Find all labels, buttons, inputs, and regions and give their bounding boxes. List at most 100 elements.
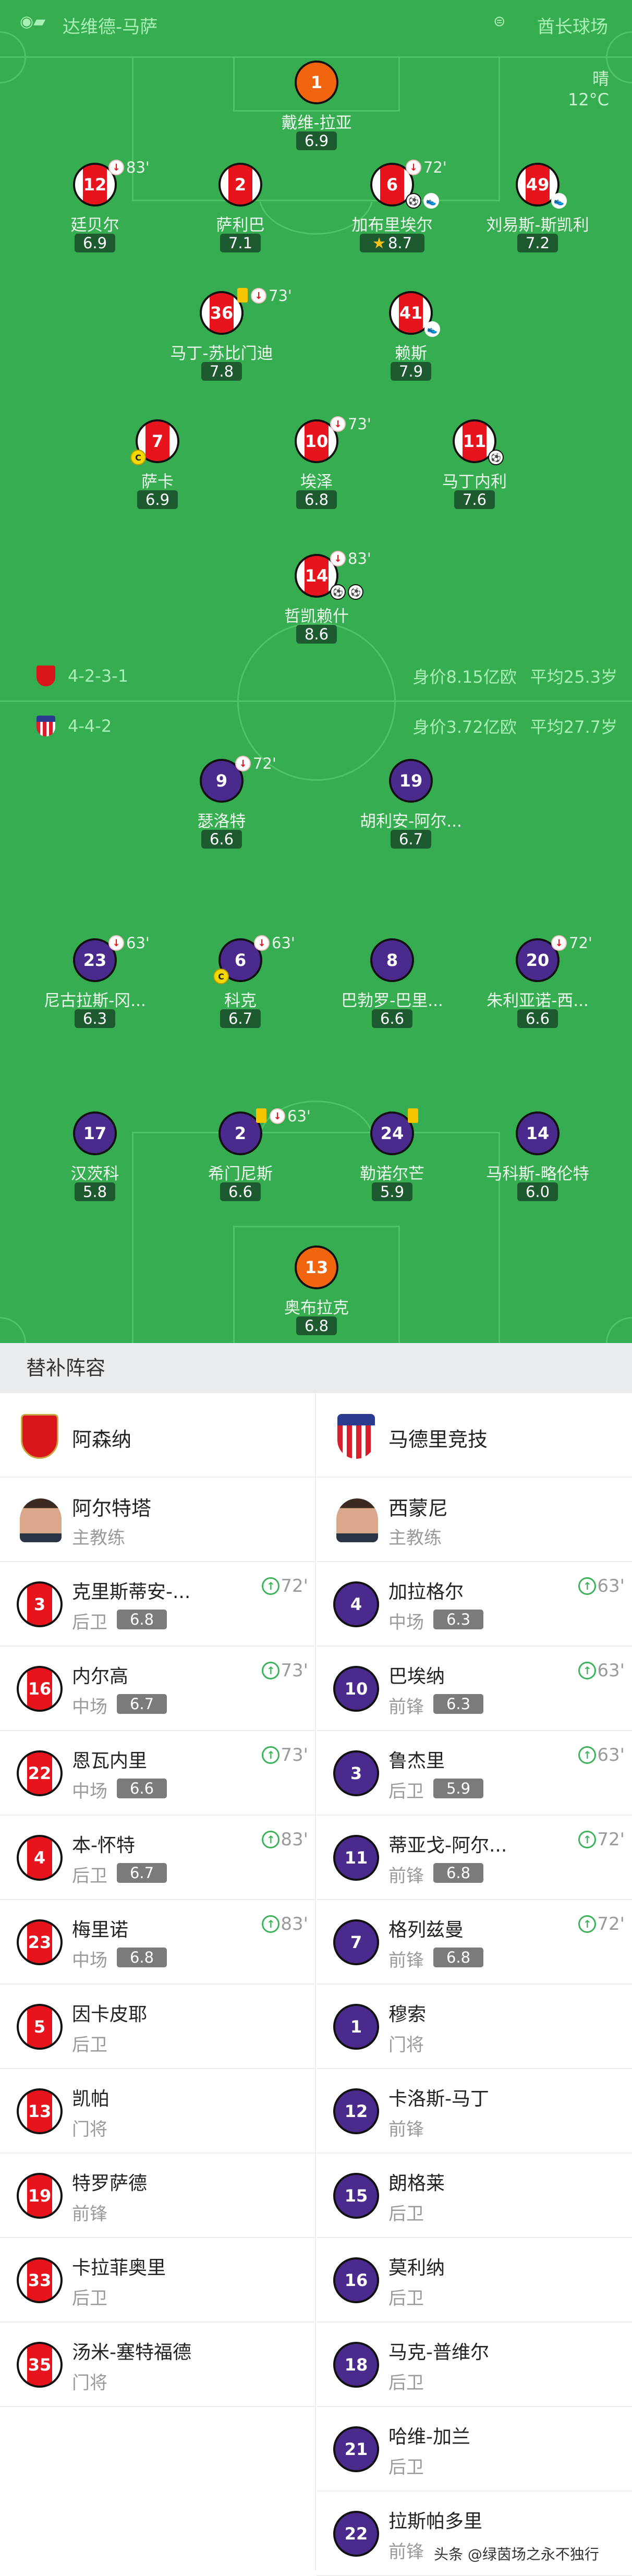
sub-on-minute: 63' bbox=[597, 1576, 625, 1597]
goal-box-top bbox=[233, 56, 400, 112]
sub-player-row[interactable]: 16 内尔高 中场 6.7 ↑ 73' bbox=[0, 1647, 315, 1731]
event-icons: 👟 bbox=[424, 321, 440, 337]
sub-player-row[interactable]: 5 因卡皮耶 后卫 bbox=[0, 1985, 315, 2069]
player-marker[interactable]: 13 奥布拉克 6.8 bbox=[238, 1245, 395, 1343]
player-marker[interactable]: 7 C 萨卡 6.9 bbox=[79, 419, 236, 524]
player-rating: 5.8 bbox=[75, 1182, 115, 1201]
player-position: 后卫 bbox=[388, 2288, 424, 2309]
substitution-on: ↑ 63' bbox=[578, 1576, 625, 1597]
player-position: 后卫 bbox=[388, 1781, 424, 1802]
sub-player-row[interactable]: 23 梅里诺 中场 6.8 ↑ 83' bbox=[0, 1900, 315, 1985]
sub-off-arrow-icon: ↓ bbox=[330, 416, 346, 432]
sub-player-row[interactable]: 12 卡洛斯-马丁 前锋 bbox=[317, 2069, 632, 2154]
shirt-number: 24 bbox=[370, 1111, 414, 1155]
team-name: 马德里竞技 bbox=[388, 1428, 488, 1451]
player-marker[interactable]: 1 戴维-拉亚 6.9 bbox=[238, 61, 395, 165]
coach-name: 阿尔特塔 bbox=[72, 1497, 152, 1520]
sub-on-arrow-icon: ↑ bbox=[578, 1831, 597, 1848]
substitution-off: ↓ 83' bbox=[330, 550, 371, 567]
player-rating: 5.9 bbox=[433, 1779, 483, 1798]
player-marker[interactable]: 49 👟 刘易斯-斯凯利 7.2 bbox=[459, 163, 616, 267]
player-name: 马丁-苏比门迪 bbox=[170, 344, 273, 363]
player-rating: 6.8 bbox=[433, 1863, 483, 1883]
player-position: 门将 bbox=[72, 2119, 107, 2140]
sub-on-minute: 72' bbox=[281, 1576, 308, 1597]
sub-player-row[interactable]: 3 克里斯蒂安-... 后卫 6.8 ↑ 72' bbox=[0, 1562, 315, 1647]
player-rating: 6.8 bbox=[117, 1948, 167, 1967]
player-marker[interactable]: 6 ↓ 72' ⚽ 👟 加布里埃尔 ★ 8.7 bbox=[314, 159, 470, 267]
player-marker[interactable]: 2 ↓ 63' 希门尼斯 6.6 bbox=[162, 1107, 319, 1216]
rating-value: 6.9 bbox=[304, 132, 329, 150]
player-marker[interactable]: 23 ↓ 63' 尼古拉斯-冈... 6.3 bbox=[17, 934, 173, 1043]
player-name: 加布里埃尔 bbox=[351, 216, 433, 235]
player-marker[interactable]: 8 巴勃罗-巴里... 6.6 bbox=[314, 938, 470, 1043]
player-rating: 6.9 bbox=[296, 131, 337, 150]
sub-player-row[interactable]: 10 巴埃纳 前锋 6.3 ↑ 63' bbox=[317, 1647, 632, 1731]
player-name: 奥布拉克 bbox=[284, 1299, 349, 1317]
player-name: 勒诺尔芒 bbox=[360, 1165, 424, 1183]
sub-player-row[interactable]: 15 朗格莱 后卫 bbox=[317, 2154, 632, 2238]
team-row[interactable]: 阿森纳 bbox=[0, 1393, 315, 1478]
player-position: 后卫 bbox=[388, 2204, 424, 2224]
sub-off-minute: 72' bbox=[423, 159, 447, 176]
goal-icon: ⚽ bbox=[330, 584, 346, 600]
player-rating: 7.8 bbox=[201, 362, 242, 381]
player-rating: 6.6 bbox=[117, 1779, 167, 1798]
sub-player-row[interactable]: 16 莫利纳 后卫 bbox=[317, 2238, 632, 2323]
player-marker[interactable]: 10 ↓ 73' 埃泽 6.8 bbox=[238, 415, 395, 524]
sub-player-row[interactable]: 4 加拉格尔 中场 6.3 ↑ 63' bbox=[317, 1562, 632, 1647]
player-rating: 6.7 bbox=[391, 830, 431, 849]
player-marker[interactable]: 20 ↓ 72' 朱利亚诺-西... 6.6 bbox=[459, 934, 616, 1043]
player-marker[interactable]: 14 马科斯-略伦特 6.0 bbox=[459, 1111, 616, 1216]
substitution-off: ↓ 83' bbox=[108, 159, 150, 176]
player-marker[interactable]: 12 ↓ 83' 廷贝尔 6.9 bbox=[17, 159, 173, 267]
rating-value: 6.6 bbox=[525, 1010, 550, 1027]
sub-off-minute: 63' bbox=[272, 934, 295, 952]
weather-temperature: 12°C bbox=[567, 90, 609, 110]
rating-value: 6.6 bbox=[209, 830, 234, 848]
team-row[interactable]: 马德里竞技 bbox=[317, 1393, 632, 1478]
assist-icon: 👟 bbox=[551, 193, 567, 209]
sub-player-row[interactable]: 33 卡拉菲奥里 后卫 bbox=[0, 2238, 315, 2323]
shirt-number: 13 bbox=[295, 1245, 338, 1289]
sub-on-minute: 83' bbox=[281, 1829, 308, 1850]
yellow-card-icon bbox=[237, 288, 248, 303]
yellow-card-icon bbox=[408, 1108, 418, 1123]
sub-player-row[interactable]: 13 凯帕 门将 bbox=[0, 2069, 315, 2154]
sub-player-row[interactable]: 35 汤米-塞特福德 门将 bbox=[0, 2323, 315, 2407]
coach-row[interactable]: 西蒙尼 主教练 bbox=[317, 1478, 632, 1562]
sub-player-row[interactable]: 3 鲁杰里 后卫 5.9 ↑ 63' bbox=[317, 1731, 632, 1816]
player-marker[interactable]: 14 ↓ 83' ⚽ ⚽ 哲凯赖什 8.6 bbox=[238, 550, 395, 658]
player-rating: 7.9 bbox=[391, 362, 431, 381]
sub-player-row[interactable]: 11 蒂亚戈-阿尔... 前锋 6.8 ↑ 72' bbox=[317, 1816, 632, 1900]
player-marker[interactable]: 17 汉茨科 5.8 bbox=[17, 1111, 173, 1216]
sub-player-row[interactable]: 7 格列兹曼 前锋 6.8 ↑ 72' bbox=[317, 1900, 632, 1985]
player-marker[interactable]: 11 ⚽ 马丁内利 7.6 bbox=[396, 419, 553, 524]
shirt-number: 1 bbox=[333, 2004, 379, 2050]
player-marker[interactable]: 6 ↓ 63' C 科克 6.7 bbox=[162, 934, 319, 1043]
rating-value: 6.7 bbox=[398, 830, 423, 848]
home-formation: 4-2-3-1 bbox=[68, 666, 129, 686]
player-marker[interactable]: 36 ↓ 73' 马丁-苏比门迪 7.8 bbox=[143, 287, 300, 395]
shirt-number: 3 bbox=[17, 1581, 63, 1627]
player-rating: 5.9 bbox=[372, 1182, 412, 1201]
player-name: 本-怀特 bbox=[72, 1835, 135, 1856]
player-marker[interactable]: 9 ↓ 72' 瑟洛特 6.6 bbox=[143, 755, 300, 863]
sub-player-row[interactable]: 19 特罗萨德 前锋 bbox=[0, 2154, 315, 2238]
player-marker[interactable]: 19 胡利安-阿尔... 6.7 bbox=[333, 759, 489, 863]
coach-row[interactable]: 阿尔特塔 主教练 bbox=[0, 1478, 315, 1562]
player-name: 朗格莱 bbox=[388, 2173, 445, 2194]
sub-player-row[interactable]: 18 马克-普维尔 后卫 bbox=[317, 2323, 632, 2407]
sub-off-minute: 83' bbox=[348, 550, 371, 567]
player-marker[interactable]: 24 勒诺尔芒 5.9 bbox=[314, 1108, 470, 1216]
sub-player-row[interactable]: 1 穆索 门将 bbox=[317, 1985, 632, 2069]
rating-value: 8.6 bbox=[304, 625, 329, 643]
substitution-on: ↑ 63' bbox=[578, 1745, 625, 1765]
sub-player-row[interactable]: 21 哈维-加兰 后卫 bbox=[317, 2407, 632, 2492]
player-position: 前锋 bbox=[388, 1950, 424, 1971]
player-marker[interactable]: 41 👟 赖斯 7.9 bbox=[333, 291, 489, 395]
substitution-off: ↓ 63' bbox=[254, 934, 295, 952]
sub-player-row[interactable]: 4 本-怀特 后卫 6.7 ↑ 83' bbox=[0, 1816, 315, 1900]
sub-player-row[interactable]: 22 恩瓦内里 中场 6.6 ↑ 73' bbox=[0, 1731, 315, 1816]
player-marker[interactable]: 2 萨利巴 7.1 bbox=[162, 163, 319, 267]
